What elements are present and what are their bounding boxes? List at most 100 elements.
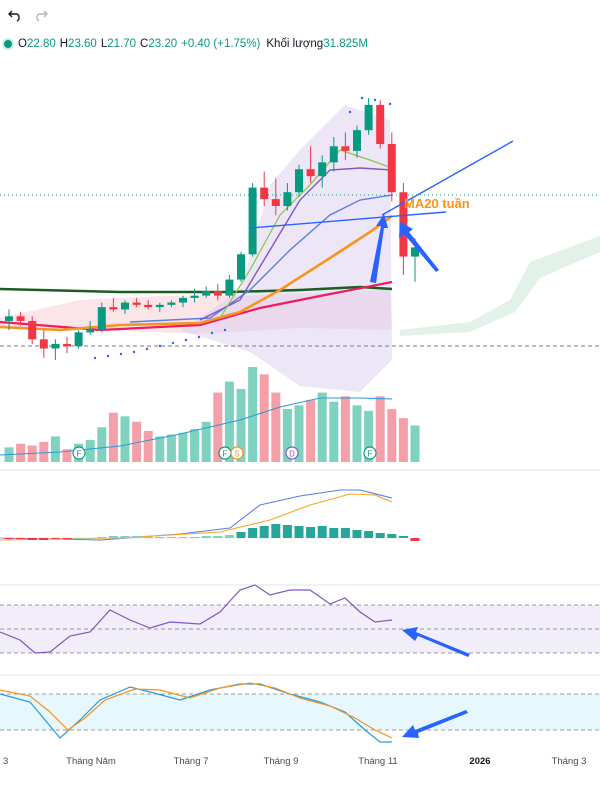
candle-body xyxy=(5,316,13,321)
macd-histogram-bar xyxy=(39,538,49,540)
candle-body xyxy=(121,302,129,310)
sar-dot xyxy=(348,110,352,114)
down-arrow-icon xyxy=(399,222,439,272)
candle-body xyxy=(155,304,164,308)
volume-bar xyxy=(190,429,200,462)
volume-bar xyxy=(155,436,165,462)
event-marker-circle xyxy=(230,446,244,460)
macd-histogram-bar xyxy=(398,536,408,538)
ma20-annotation: MA20 tuần xyxy=(404,196,470,211)
undo-icon[interactable] xyxy=(4,4,26,26)
macd-histogram-bar xyxy=(224,535,234,538)
candle xyxy=(213,284,222,301)
volume-bar xyxy=(166,434,176,462)
macd-histogram-bar xyxy=(294,526,304,538)
event-marker-f: F xyxy=(72,446,86,460)
candle-body xyxy=(16,316,25,321)
volume-bar xyxy=(340,396,350,462)
candle-body xyxy=(190,295,199,298)
candle-body xyxy=(353,130,361,151)
macd-histogram-bar xyxy=(364,531,374,538)
candle xyxy=(295,164,303,197)
candle xyxy=(179,295,187,308)
sar-dot xyxy=(171,341,175,345)
high-value: 23.60 xyxy=(68,38,97,50)
close-label: C xyxy=(140,38,149,50)
candle-body xyxy=(306,169,315,177)
macd-histogram-bar xyxy=(120,536,130,538)
event-marker-f: F xyxy=(363,446,377,460)
macd-histogram-bar xyxy=(248,528,258,538)
candle xyxy=(283,183,292,211)
candle-body xyxy=(387,143,396,193)
volume-bar xyxy=(352,405,362,462)
x-axis-tick-label: 2026 xyxy=(469,756,490,767)
volume-bar xyxy=(213,392,223,462)
volume-bar xyxy=(143,430,153,462)
macd-histogram-bar xyxy=(317,526,327,538)
rsi-band xyxy=(0,605,600,653)
event-marker-label: F xyxy=(223,450,228,459)
candle-body xyxy=(74,332,83,347)
candle-body xyxy=(329,146,338,163)
sar-dot xyxy=(145,347,149,351)
sar-dot xyxy=(132,350,136,354)
candle-body xyxy=(144,304,153,308)
sar-dot xyxy=(360,96,364,100)
candle xyxy=(51,339,60,360)
candle-body xyxy=(39,339,48,349)
macd-histogram-bar xyxy=(4,538,14,539)
candle-body xyxy=(213,291,222,296)
volume-bar xyxy=(120,416,130,462)
candle-body xyxy=(318,162,327,177)
event-marker-circle xyxy=(363,446,377,460)
volume-bar xyxy=(294,405,304,462)
candle xyxy=(144,300,153,310)
volume-bar xyxy=(224,381,234,462)
volume-bar xyxy=(97,427,107,462)
low-value: 21.70 xyxy=(107,38,137,50)
redo-icon[interactable] xyxy=(30,4,52,26)
volume-bar xyxy=(259,374,269,462)
candle-body xyxy=(179,297,187,303)
candle xyxy=(341,132,350,161)
candle xyxy=(237,251,245,282)
candle xyxy=(306,146,315,184)
volume-bar xyxy=(39,441,49,462)
volume-bar xyxy=(271,392,281,462)
candle-body xyxy=(341,146,350,151)
candle-body xyxy=(411,247,419,257)
volume-bar xyxy=(85,440,95,462)
x-axis-tick-label: Tháng 3 xyxy=(552,756,587,767)
ma-blue-line xyxy=(129,194,393,323)
volume-bar xyxy=(16,443,26,462)
macd-histogram-bar xyxy=(375,533,385,538)
change-value: +0.40 (+1.75%) xyxy=(181,38,261,50)
candle xyxy=(39,330,48,358)
macd-histogram-bar xyxy=(282,525,292,538)
candle-body xyxy=(51,343,60,349)
candle xyxy=(329,137,338,172)
event-marker-label: F xyxy=(77,450,82,459)
candle xyxy=(190,288,199,303)
macd-histogram-bar xyxy=(97,537,107,538)
volume-bar xyxy=(410,425,420,462)
event-marker-label: D xyxy=(289,450,295,459)
volume-bar xyxy=(306,399,316,462)
macd-histogram-bar xyxy=(271,524,281,538)
event-marker-label: S xyxy=(234,450,239,459)
macd-histogram-bar xyxy=(62,538,72,539)
macd-histogram-bar xyxy=(85,538,95,539)
volume-bar xyxy=(50,436,60,462)
volume-bar xyxy=(236,388,246,462)
candle xyxy=(63,337,71,354)
candle-body xyxy=(283,192,292,207)
volume-bar xyxy=(201,421,211,462)
event-marker-s: S xyxy=(230,446,244,460)
candle xyxy=(132,297,141,308)
candle-body xyxy=(260,187,269,200)
event-marker-label: F xyxy=(368,450,373,459)
macd-histogram-bar xyxy=(155,537,165,538)
stoch-band xyxy=(0,694,600,730)
